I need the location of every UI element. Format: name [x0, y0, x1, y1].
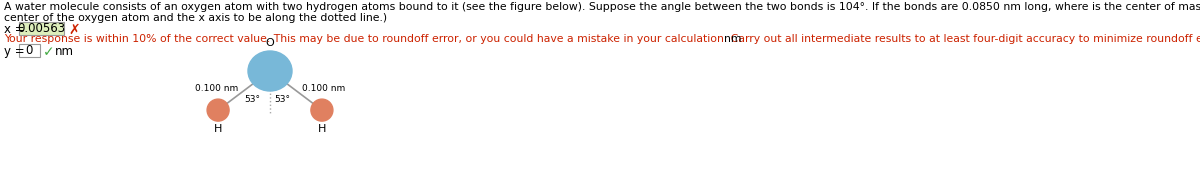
- Text: Your response is within 10% of the correct value. This may be due to roundoff er: Your response is within 10% of the corre…: [4, 34, 1200, 44]
- Text: y =: y =: [4, 45, 29, 58]
- Circle shape: [208, 99, 229, 121]
- Text: 0.100 nm: 0.100 nm: [302, 84, 346, 93]
- Text: O: O: [265, 38, 275, 48]
- Text: ✗: ✗: [68, 23, 79, 37]
- Ellipse shape: [248, 51, 292, 91]
- Text: A water molecule consists of an oxygen atom with two hydrogen atoms bound to it : A water molecule consists of an oxygen a…: [4, 2, 1200, 12]
- Text: 0: 0: [25, 43, 32, 56]
- Text: 0.00563: 0.00563: [17, 22, 65, 35]
- Text: H: H: [318, 124, 326, 134]
- Text: nm: nm: [55, 45, 74, 58]
- Text: x =: x =: [4, 23, 29, 36]
- FancyBboxPatch shape: [18, 22, 64, 35]
- Text: nm: nm: [724, 34, 742, 44]
- FancyBboxPatch shape: [18, 43, 40, 56]
- Text: 0.100 nm: 0.100 nm: [194, 84, 238, 93]
- Text: H: H: [214, 124, 222, 134]
- Text: 53°: 53°: [274, 94, 290, 104]
- Text: ✓: ✓: [43, 45, 55, 59]
- Text: center of the oxygen atom and the x axis to be along the dotted line.): center of the oxygen atom and the x axis…: [4, 13, 388, 23]
- Text: 53°: 53°: [244, 94, 260, 104]
- Circle shape: [311, 99, 332, 121]
